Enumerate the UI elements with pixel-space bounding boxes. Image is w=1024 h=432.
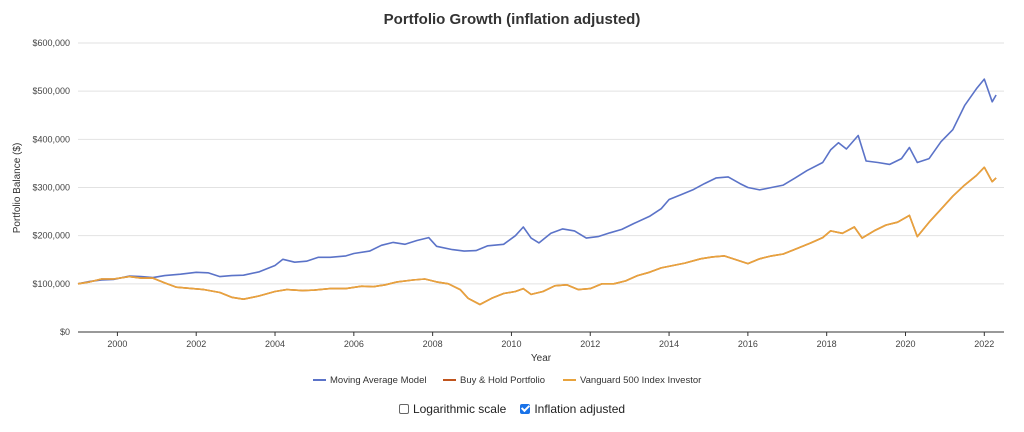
y-tick-label: $500,000	[32, 86, 70, 96]
series-line-2	[77, 166, 997, 306]
inflation-adjusted-checkbox[interactable]: Inflation adjusted	[520, 402, 625, 416]
legend: Moving Average Model Buy & Hold Portfolio…	[313, 375, 701, 386]
gridlines	[78, 42, 1004, 333]
x-axis-ticks: 2000 2002 2004 2006 2008 2010 2012 2014 2016 2018…	[107, 332, 994, 349]
series-lines	[77, 78, 997, 306]
y-tick-label: $100,000	[32, 279, 70, 289]
x-tick-label: 2002	[186, 339, 206, 349]
x-tick-label: 2000	[107, 339, 127, 349]
x-tick-label: 2014	[659, 339, 679, 349]
x-tick-label: 2022	[974, 339, 994, 349]
x-tick-label: 2004	[265, 339, 285, 349]
y-axis-label: Portfolio Balance ($)	[12, 143, 23, 234]
y-axis-ticks: $0 $100,000 $200,000 $300,000 $400,000 $500,0…	[32, 38, 70, 337]
y-tick-label: $300,000	[32, 183, 70, 193]
portfolio-growth-chart: Portfolio Growth (inflation adjusted) $0…	[12, 11, 1004, 386]
chart-options: Logarithmic scale Inflation adjusted	[0, 402, 1024, 416]
y-tick-label: $600,000	[32, 38, 70, 48]
x-tick-label: 2016	[738, 339, 758, 349]
inflation-adjusted-checkbox-box[interactable]	[520, 404, 531, 414]
x-tick-label: 2008	[423, 339, 443, 349]
x-tick-label: 2020	[895, 339, 915, 349]
series-line-0	[77, 78, 997, 285]
x-tick-label: 2010	[501, 339, 521, 349]
x-tick-label: 2012	[580, 339, 600, 349]
chart-title: Portfolio Growth (inflation adjusted)	[384, 11, 641, 28]
y-tick-label: $200,000	[32, 231, 70, 241]
legend-item: Moving Average Model	[330, 375, 426, 386]
y-tick-label: $0	[60, 327, 70, 337]
log-scale-label: Logarithmic scale	[412, 402, 507, 416]
log-scale-checkbox-box[interactable]	[398, 404, 409, 414]
x-tick-label: 2018	[817, 339, 837, 349]
log-scale-checkbox[interactable]: Logarithmic scale	[398, 402, 507, 416]
x-axis-label: Year	[531, 353, 552, 364]
legend-item: Buy & Hold Portfolio	[460, 375, 545, 386]
x-tick-label: 2006	[344, 339, 364, 349]
y-tick-label: $400,000	[32, 134, 70, 144]
legend-item: Vanguard 500 Index Investor	[580, 375, 701, 386]
inflation-adjusted-label: Inflation adjusted	[534, 402, 626, 416]
